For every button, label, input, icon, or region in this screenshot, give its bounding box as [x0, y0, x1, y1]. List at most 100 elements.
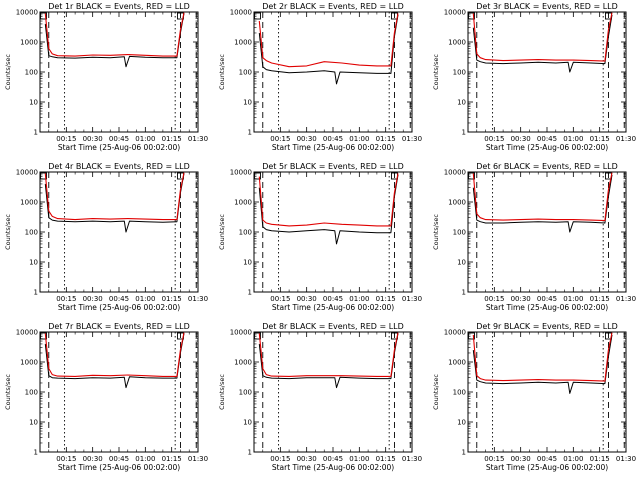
x-tick-label: 01:30: [188, 455, 208, 463]
x-tick-label: 01:30: [188, 135, 208, 143]
events-series-line: [258, 174, 399, 245]
y-axis-label: Counts/sec: [218, 54, 226, 90]
y-tick-label: 100: [25, 69, 38, 77]
events-series-line: [472, 14, 613, 73]
y-tick-label: 10000: [230, 329, 252, 337]
x-tick-label: 00:15: [270, 135, 290, 143]
x-tick-label: 00:45: [109, 455, 129, 463]
chart-panel: Det 6r BLACK = Events, RED = LLD Counts/s…: [432, 162, 636, 312]
lld-series-line: [44, 12, 185, 57]
y-tick-label: 10000: [444, 169, 466, 177]
boundary-marker-box: [254, 172, 261, 180]
x-axis-label: Start Time (25-Aug-06 00:02:00): [272, 303, 394, 312]
x-tick-label: 00:15: [484, 295, 504, 303]
y-axis-label: Counts/sec: [432, 54, 440, 90]
x-tick-label: 01:00: [349, 455, 369, 463]
x-tick-label: 01:00: [135, 295, 155, 303]
x-tick-label: 01:00: [349, 295, 369, 303]
boundary-marker-box: [40, 12, 47, 20]
y-tick-label: 100: [25, 389, 38, 397]
y-tick-label: 10: [243, 99, 252, 107]
plot-frame: [467, 11, 627, 133]
events-series-line: [472, 334, 613, 394]
plot-frame: [39, 331, 199, 453]
lld-series-line: [472, 332, 613, 382]
y-tick-label: 1000: [20, 199, 38, 207]
y-tick-label: 10: [457, 99, 466, 107]
y-tick-label: 10: [457, 419, 466, 427]
x-tick-label: 01:15: [162, 295, 182, 303]
chart-panel: Det 3r BLACK = Events, RED = LLD Counts/s…: [432, 2, 636, 152]
x-tick-label: 00:30: [297, 295, 317, 303]
x-tick-label: 00:15: [56, 455, 76, 463]
events-series-line: [44, 333, 185, 389]
y-tick-label: 1000: [20, 39, 38, 47]
y-tick-label: 1: [34, 449, 38, 457]
x-tick-label: 01:15: [162, 455, 182, 463]
y-tick-label: 1000: [448, 199, 466, 207]
x-axis-label: Start Time (25-Aug-06 00:02:00): [272, 143, 394, 152]
lld-series-line: [472, 172, 613, 222]
boundary-marker-box: [40, 332, 47, 340]
x-tick-label: 00:15: [56, 135, 76, 143]
y-tick-label: 10000: [230, 169, 252, 177]
x-tick-label: 01:15: [162, 135, 182, 143]
plot-frame: [467, 171, 627, 293]
events-series-line: [44, 173, 185, 233]
y-tick-label: 100: [453, 389, 466, 397]
chart-title: Det 3r BLACK = Events, RED = LLD: [476, 2, 618, 11]
y-tick-label: 10000: [444, 9, 466, 17]
x-tick-label: 00:30: [511, 455, 531, 463]
y-tick-label: 10: [243, 259, 252, 267]
y-axis-label: Counts/sec: [4, 374, 12, 410]
y-axis-label: Counts/sec: [218, 374, 226, 410]
x-tick-label: 01:15: [590, 455, 610, 463]
y-tick-label: 100: [453, 229, 466, 237]
plot-frame: [39, 171, 199, 293]
y-tick-label: 100: [25, 229, 38, 237]
lld-series-line: [44, 332, 185, 377]
x-tick-label: 00:30: [297, 455, 317, 463]
plot-frame: [253, 171, 413, 293]
y-tick-label: 10: [457, 259, 466, 267]
chart-panel: Det 7r BLACK = Events, RED = LLD Counts/s…: [4, 322, 208, 472]
x-tick-label: 00:45: [537, 455, 557, 463]
x-tick-label: 01:30: [188, 295, 208, 303]
y-tick-label: 10000: [16, 329, 38, 337]
y-tick-label: 10: [29, 419, 38, 427]
boundary-marker-box: [254, 332, 261, 340]
y-tick-label: 100: [239, 389, 252, 397]
x-tick-label: 01:15: [590, 135, 610, 143]
y-tick-label: 1000: [448, 359, 466, 367]
y-tick-label: 1: [248, 289, 252, 297]
y-tick-label: 1000: [20, 359, 38, 367]
y-axis-label: Counts/sec: [218, 214, 226, 250]
y-tick-label: 10: [243, 419, 252, 427]
x-tick-label: 01:15: [376, 135, 396, 143]
lld-series-line: [44, 172, 185, 221]
boundary-marker-box: [40, 172, 47, 180]
chart-panel: Det 9r BLACK = Events, RED = LLD Counts/s…: [432, 322, 636, 472]
x-tick-label: 00:45: [323, 295, 343, 303]
y-tick-label: 1: [34, 289, 38, 297]
x-tick-label: 00:15: [270, 295, 290, 303]
x-tick-label: 01:15: [590, 295, 610, 303]
boundary-marker-box: [468, 172, 475, 180]
x-tick-label: 01:30: [616, 135, 636, 143]
y-tick-label: 1: [248, 449, 252, 457]
y-tick-label: 1: [34, 129, 38, 137]
chart-panel: Det 2r BLACK = Events, RED = LLD Counts/s…: [218, 2, 422, 152]
y-axis-label: Counts/sec: [432, 214, 440, 250]
x-tick-label: 00:30: [511, 295, 531, 303]
y-tick-label: 10000: [16, 9, 38, 17]
x-tick-label: 01:00: [135, 135, 155, 143]
x-tick-label: 00:30: [297, 135, 317, 143]
chart-title: Det 1r BLACK = Events, RED = LLD: [48, 2, 190, 11]
x-tick-label: 00:45: [537, 295, 557, 303]
x-tick-label: 01:00: [135, 455, 155, 463]
x-tick-label: 01:30: [402, 455, 422, 463]
events-series-line: [258, 14, 399, 85]
lld-series-line: [258, 13, 399, 68]
lld-series-line: [258, 173, 399, 227]
x-tick-label: 01:15: [376, 455, 396, 463]
